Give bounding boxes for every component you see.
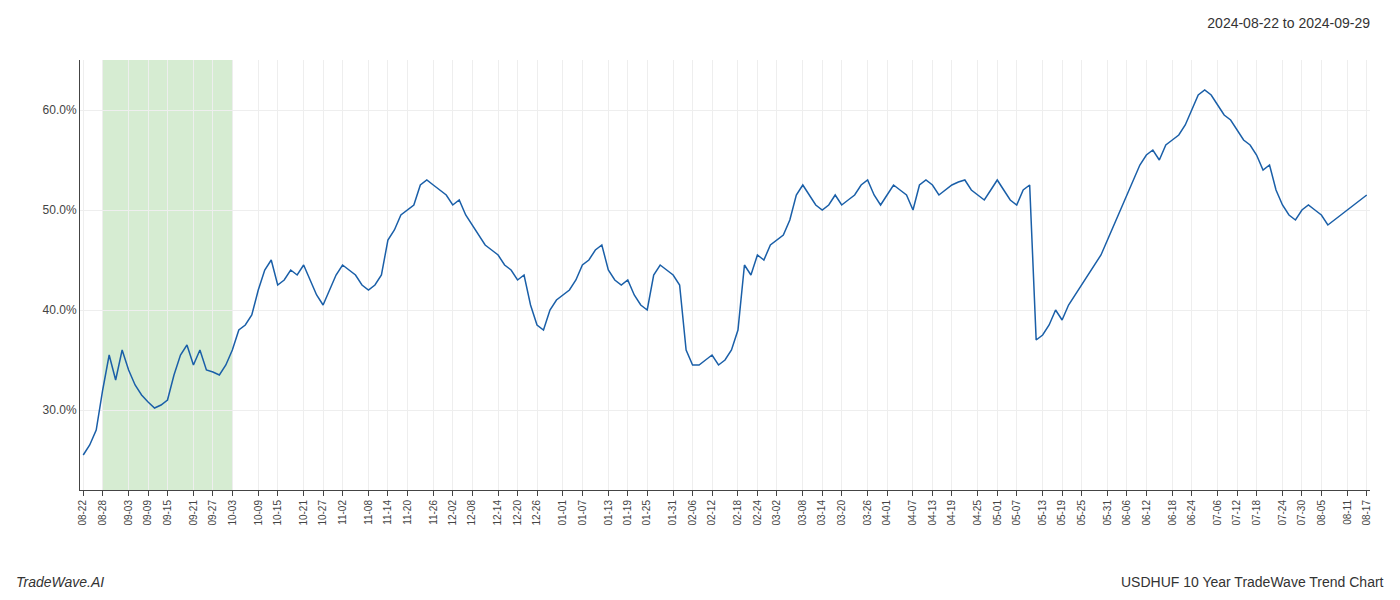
svg-text:10-15: 10-15 [272, 500, 283, 526]
svg-text:07-24: 07-24 [1277, 500, 1288, 526]
svg-text:03-08: 03-08 [797, 500, 808, 526]
svg-text:01-13: 01-13 [603, 500, 614, 526]
svg-text:03-02: 03-02 [771, 500, 782, 526]
svg-text:06-24: 06-24 [1186, 500, 1197, 526]
svg-text:12-26: 12-26 [531, 500, 542, 526]
svg-text:06-06: 06-06 [1121, 500, 1132, 526]
svg-text:10-21: 10-21 [298, 500, 309, 526]
svg-text:04-07: 04-07 [907, 500, 918, 526]
svg-text:02-06: 02-06 [687, 500, 698, 526]
svg-text:07-12: 07-12 [1231, 500, 1242, 526]
svg-text:11-14: 11-14 [382, 500, 393, 525]
svg-text:04-13: 04-13 [927, 500, 938, 526]
svg-text:08-28: 08-28 [97, 500, 108, 526]
svg-text:USDHUF 10 Year TradeWave Trend: USDHUF 10 Year TradeWave Trend Chart [1121, 574, 1384, 590]
svg-text:01-07: 01-07 [577, 500, 588, 526]
svg-text:09-03: 09-03 [123, 500, 134, 526]
svg-text:04-01: 04-01 [881, 500, 892, 526]
svg-text:03-14: 03-14 [816, 500, 827, 526]
svg-text:05-07: 05-07 [1011, 500, 1022, 526]
svg-text:08-22: 08-22 [77, 500, 88, 526]
svg-text:01-25: 01-25 [641, 500, 652, 526]
svg-text:12-02: 12-02 [447, 500, 458, 526]
svg-text:06-18: 06-18 [1167, 500, 1178, 526]
svg-text:07-06: 07-06 [1212, 500, 1223, 526]
svg-text:11-08: 11-08 [363, 500, 374, 525]
svg-text:02-24: 02-24 [752, 500, 763, 526]
svg-text:40.0%: 40.0% [43, 303, 77, 317]
svg-text:08-17: 08-17 [1361, 500, 1372, 526]
svg-text:TradeWave.AI: TradeWave.AI [16, 574, 104, 590]
svg-text:02-12: 02-12 [706, 500, 717, 526]
svg-text:12-20: 12-20 [512, 500, 523, 526]
svg-text:07-30: 07-30 [1296, 500, 1307, 526]
svg-text:09-15: 09-15 [162, 500, 173, 526]
svg-text:04-19: 04-19 [946, 500, 957, 526]
svg-text:60.0%: 60.0% [43, 103, 77, 117]
svg-text:07-18: 07-18 [1251, 500, 1262, 526]
svg-text:06-12: 06-12 [1141, 500, 1152, 526]
svg-text:05-31: 05-31 [1102, 500, 1113, 526]
svg-text:12-14: 12-14 [492, 500, 503, 526]
svg-text:04-25: 04-25 [972, 500, 983, 526]
svg-text:50.0%: 50.0% [43, 203, 77, 217]
svg-text:08-11: 08-11 [1342, 500, 1353, 525]
svg-text:01-19: 01-19 [622, 500, 633, 526]
svg-text:03-26: 03-26 [862, 500, 873, 526]
svg-text:09-21: 09-21 [188, 500, 199, 526]
svg-text:05-25: 05-25 [1076, 500, 1087, 526]
svg-text:05-13: 05-13 [1037, 500, 1048, 526]
svg-text:11-20: 11-20 [402, 500, 413, 525]
svg-text:08-05: 08-05 [1316, 500, 1327, 526]
svg-text:10-09: 10-09 [253, 500, 264, 526]
svg-text:01-01: 01-01 [557, 500, 568, 526]
svg-text:11-02: 11-02 [337, 500, 348, 525]
svg-text:11-26: 11-26 [428, 500, 439, 525]
svg-text:30.0%: 30.0% [43, 403, 77, 417]
svg-text:10-03: 10-03 [227, 500, 238, 526]
svg-text:05-01: 05-01 [992, 500, 1003, 526]
svg-text:03-20: 03-20 [836, 500, 847, 526]
svg-text:09-27: 09-27 [207, 500, 218, 526]
svg-text:05-19: 05-19 [1056, 500, 1067, 526]
svg-text:2024-08-22 to 2024-09-29: 2024-08-22 to 2024-09-29 [1207, 15, 1370, 31]
svg-text:09-09: 09-09 [142, 500, 153, 526]
svg-text:01-31: 01-31 [667, 500, 678, 526]
svg-text:12-08: 12-08 [466, 500, 477, 526]
svg-text:02-18: 02-18 [732, 500, 743, 526]
svg-text:10-27: 10-27 [317, 500, 328, 526]
